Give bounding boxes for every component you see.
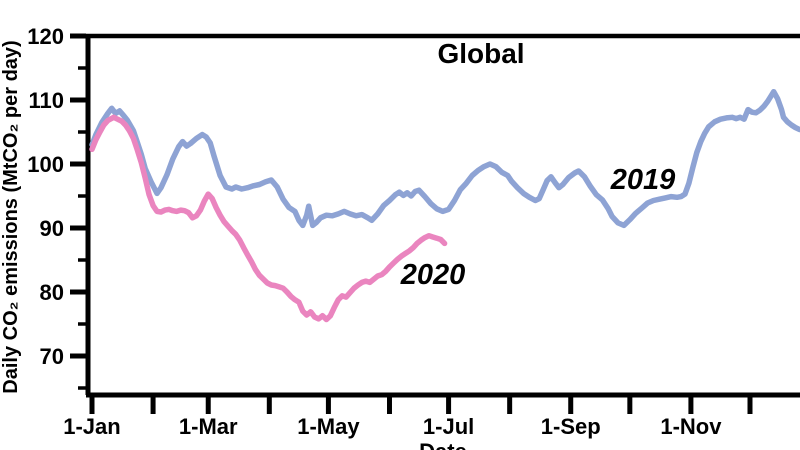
chart-title: Global — [437, 38, 524, 69]
line-2020 — [89, 114, 448, 323]
x-tick-label: 1-Sep — [541, 414, 601, 439]
x-tick-label: 1-Jan — [63, 414, 120, 439]
x-axis-ticks: 1-Jan 1-Mar 1-May 1-Jul 1-Sep 1-Nov — [63, 396, 753, 439]
series-label-2020: 2020 — [400, 259, 466, 291]
data-series — [89, 88, 800, 323]
y-tick-label: 120 — [27, 24, 64, 49]
x-tick-label: 1-Jul — [423, 414, 474, 439]
x-tick-label: 1-May — [297, 414, 360, 439]
y-tick-label: 100 — [27, 152, 64, 177]
x-tick-label: 1-Mar — [179, 414, 238, 439]
y-axis-ticks: 120 110 100 90 80 70 — [27, 24, 86, 390]
series-label-2019: 2019 — [610, 164, 676, 196]
y-tick-label: 90 — [40, 216, 64, 241]
x-axis-label: Date — [419, 439, 467, 450]
y-tick-label: 110 — [29, 88, 65, 113]
y-tick-label: 70 — [40, 344, 64, 369]
x-tick-label: 1-Nov — [660, 414, 722, 439]
line-2019 — [89, 88, 800, 229]
y-tick-label: 80 — [40, 280, 64, 305]
axis-spines — [85, 33, 800, 398]
y-axis-label: Daily CO₂ emissions (MtCO₂ per day) — [0, 40, 22, 393]
